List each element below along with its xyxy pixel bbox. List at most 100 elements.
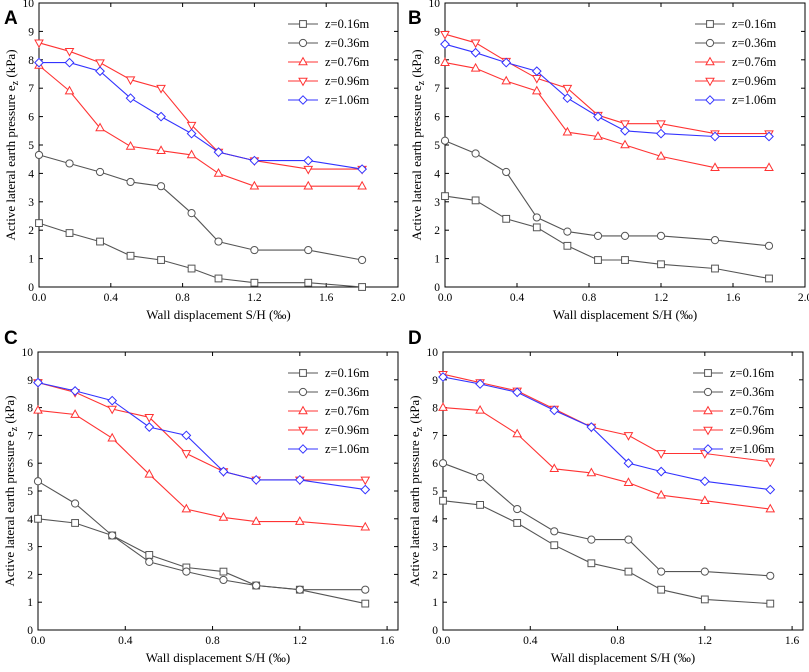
panel-a-series-2-point [250, 245, 259, 255]
panel-a-series-2-point [95, 167, 105, 177]
panel-c-series-5-point [218, 466, 229, 477]
panel-c-ytick-label: 3 [27, 542, 33, 554]
panel-d-legend-marker-3 [703, 405, 713, 415]
panel-b-series-1-point [765, 274, 773, 283]
panel-d-series-2-point [513, 504, 522, 514]
panel-a-series-4 [34, 39, 367, 175]
panel-d-series-5-point [475, 379, 485, 389]
panel-b-series-3 [440, 57, 774, 172]
panel-b-series-2-point [471, 149, 480, 158]
panel-a-series-2-point [358, 255, 367, 265]
panel-c-legend-marker-4 [298, 426, 308, 436]
panel-c-series-2-point [70, 499, 80, 508]
panel-c-series-5-point [251, 474, 262, 485]
panel-c-ytick-label: 2 [27, 569, 33, 581]
panel-b-series-2-point [563, 227, 572, 236]
panel-a-ytick-label: 6 [28, 112, 34, 124]
panel-d-ytick-label: 8 [432, 403, 438, 415]
panel-d-series-1-point [766, 599, 775, 608]
panel-a-series-5 [34, 57, 368, 175]
panel-c-series-1-point [34, 514, 42, 523]
panel-d-ytick-label: 3 [432, 542, 438, 554]
panel-b-y-axis-label-main: Active lateral earth pressure e [409, 85, 424, 240]
panel-b-series-5 [440, 39, 774, 142]
panel-c-series-3-point [107, 432, 118, 442]
panel-d-series-1-point [476, 501, 484, 509]
panel-c-series-4 [33, 379, 371, 486]
panel-d-series-2-point [438, 459, 448, 468]
panel-d-series-2-point [700, 567, 709, 576]
panel-c-legend-marker-2 [298, 387, 308, 397]
panel-a-series-5-point [213, 147, 224, 158]
panel-d-ytick-label: 0 [432, 625, 438, 637]
panel-c-legend-label-4: z=0.96m [325, 423, 369, 437]
panel-a-xtick-label: 2.0 [391, 292, 406, 304]
panel-b-series-4-point [620, 120, 630, 130]
panel-d-series-3-point [475, 404, 485, 414]
panel-c-ytick-label: 5 [27, 486, 33, 498]
panel-a-series-1-point [358, 283, 367, 291]
panel-d-series-5-point [586, 422, 597, 432]
panel-c-ytick-label: 6 [27, 458, 33, 470]
panel-d-series-1-point [700, 595, 709, 604]
panel-d-series-3-point [549, 463, 560, 473]
panel-d-series-3 [438, 402, 776, 513]
panel-b-legend-marker-1 [706, 20, 714, 28]
panel-c-series-2-point [219, 575, 228, 585]
panel-d-xtick-label: 0.0 [436, 635, 451, 647]
panel-d-y-axis-label-sub: z [414, 426, 425, 431]
panel-c-series-3 [33, 404, 371, 531]
panel-d-legend: z=0.16m z=0.36m z=0.76m z=0.96m z=1.06m [693, 366, 774, 456]
panel-d-series-2-line [442, 462, 771, 577]
panel-d-series-5-point [512, 387, 523, 398]
panel-c-legend-marker-5 [298, 444, 308, 454]
panel-c-series-1-point [219, 567, 228, 576]
panel-d-legend-label-1: z=0.16m [730, 366, 774, 380]
panel-b-legend: z=0.16m z=0.36m z=0.76m z=0.96m z=1.06m [695, 17, 776, 107]
panel-a-ytick-label: 9 [28, 26, 34, 38]
panel-b-series-4 [440, 30, 774, 140]
panel-a-y-axis-label-sub: z [10, 80, 21, 85]
panel-b-letter: B [408, 8, 422, 29]
panel-d-legend-marker-2 [703, 387, 713, 397]
panel-a-series-4-point [156, 84, 166, 94]
panel-a-xtick-label: 1.6 [319, 292, 334, 304]
panel-b-series-1-point [532, 223, 541, 232]
panel-a-series-5-point [95, 66, 105, 77]
panel-a-x-axis-label: Wall displacement S/H (‰) [146, 307, 290, 322]
panel-b-series-2-point [764, 241, 774, 250]
panel-a-series-5-point [303, 155, 314, 166]
panel-a-series-1-point [35, 219, 43, 227]
panel-d-xtick-label: 1.6 [785, 635, 800, 647]
panel-d-series-1-point [657, 585, 666, 594]
panel-a-series-2 [34, 150, 367, 265]
panel-c-series-3-point [70, 409, 80, 418]
panel-c-ytick-label: 4 [27, 514, 33, 526]
panel-d-series-5 [438, 372, 776, 495]
panel-a-series-3-point [357, 180, 367, 190]
panel-c-legend-marker-3 [298, 405, 308, 415]
panel-d-series-4-point [765, 458, 776, 468]
panel-b-ytick-label: 2 [434, 225, 440, 237]
panel-a-ytick-label: 1 [28, 254, 34, 266]
panel-a-series-3-point [186, 149, 197, 159]
panel-b-xtick-label: 0.4 [510, 292, 525, 304]
panel-b-series-2-point [656, 231, 666, 240]
panel-a-legend-label-3: z=0.76m [325, 55, 369, 69]
panel-a-series-3-point [156, 145, 166, 154]
panel-d-ytick-label: 10 [427, 347, 439, 359]
panel-a-xtick-label: 0.0 [32, 292, 47, 304]
panel-c-series-1-point [145, 551, 154, 559]
panel-a-legend-marker-2 [298, 38, 308, 48]
panel-c-ytick-label: 7 [27, 430, 33, 442]
panel-d-series-5-point [623, 458, 634, 469]
panel-b-ytick-label: 9 [434, 26, 440, 38]
panel-c-series-3-point [294, 516, 305, 525]
panel-d-series-2-point [657, 567, 666, 576]
panel-c-series-5-point [360, 484, 371, 495]
panel-a-legend-marker-5 [298, 95, 308, 105]
panel-d-ytick-label: 2 [432, 569, 438, 581]
panel-d-x-axis-label: Wall displacement S/H (‰) [551, 650, 695, 665]
panel-a-series-3-point [249, 180, 260, 190]
